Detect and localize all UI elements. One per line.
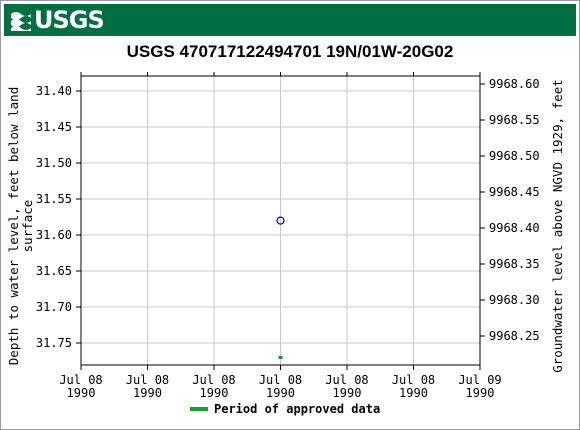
y-tick-label-left: 31.50	[36, 156, 72, 170]
y-axis-label-left-2: surface	[20, 200, 35, 253]
y-tick-label-left: 31.75	[36, 336, 72, 350]
x-tick-label-year: 1990	[266, 386, 295, 400]
legend: Period of approved data	[190, 402, 380, 416]
y-tick-label-right: 9968.25	[489, 329, 540, 343]
usgs-logo[interactable]: USGS	[10, 6, 105, 34]
x-tick-label: Jul 09	[458, 373, 501, 387]
y-tick-label-left: 31.45	[36, 120, 72, 134]
x-tick-label: Jul 08	[59, 373, 102, 387]
x-tick-label-year: 1990	[200, 386, 229, 400]
y-tick-label-right: 9968.50	[489, 149, 540, 163]
y-axis-label-right: Groundwater level above NGVD 1929, feet	[550, 79, 565, 373]
y-tick-label-left: 31.60	[36, 228, 72, 242]
y-tick-label-right: 9968.60	[489, 77, 540, 91]
x-tick-label: Jul 08	[325, 373, 368, 387]
chart-title: USGS 470717122494701 19N/01W-20G02	[126, 42, 454, 61]
x-tick-label-year: 1990	[466, 386, 495, 400]
usgs-logo-text: USGS	[34, 6, 105, 34]
y-tick-label-right: 9968.30	[489, 293, 540, 307]
x-tick-label-year: 1990	[399, 386, 428, 400]
legend-swatch-approved	[190, 407, 208, 411]
x-tick-label: Jul 08	[192, 373, 235, 387]
data-point	[276, 216, 285, 225]
x-tick-label: Jul 08	[392, 373, 435, 387]
usgs-wave-icon	[10, 8, 32, 32]
y-tick-label-right: 9968.35	[489, 257, 540, 271]
y-tick-label-left: 31.65	[36, 264, 72, 278]
y-tick-label-right: 9968.40	[489, 221, 540, 235]
y-axis-label-left: Depth to water level, feet below land	[6, 87, 21, 365]
usgs-banner: USGS	[4, 4, 576, 36]
x-tick-label: Jul 08	[126, 373, 169, 387]
x-tick-label: Jul 08	[259, 373, 302, 387]
y-tick-label-left: 31.70	[36, 300, 72, 314]
legend-label: Period of approved data	[214, 402, 381, 416]
x-tick-label-year: 1990	[333, 386, 362, 400]
approved-period-marker	[278, 356, 283, 359]
y-tick-label-left: 31.55	[36, 192, 72, 206]
x-tick-label-year: 1990	[67, 386, 96, 400]
y-tick-label-left: 31.40	[36, 84, 72, 98]
y-tick-label-right: 9968.55	[489, 113, 540, 127]
plot-border	[80, 75, 481, 366]
x-tick-label-year: 1990	[133, 386, 162, 400]
y-tick-label-right: 9968.45	[489, 185, 540, 199]
